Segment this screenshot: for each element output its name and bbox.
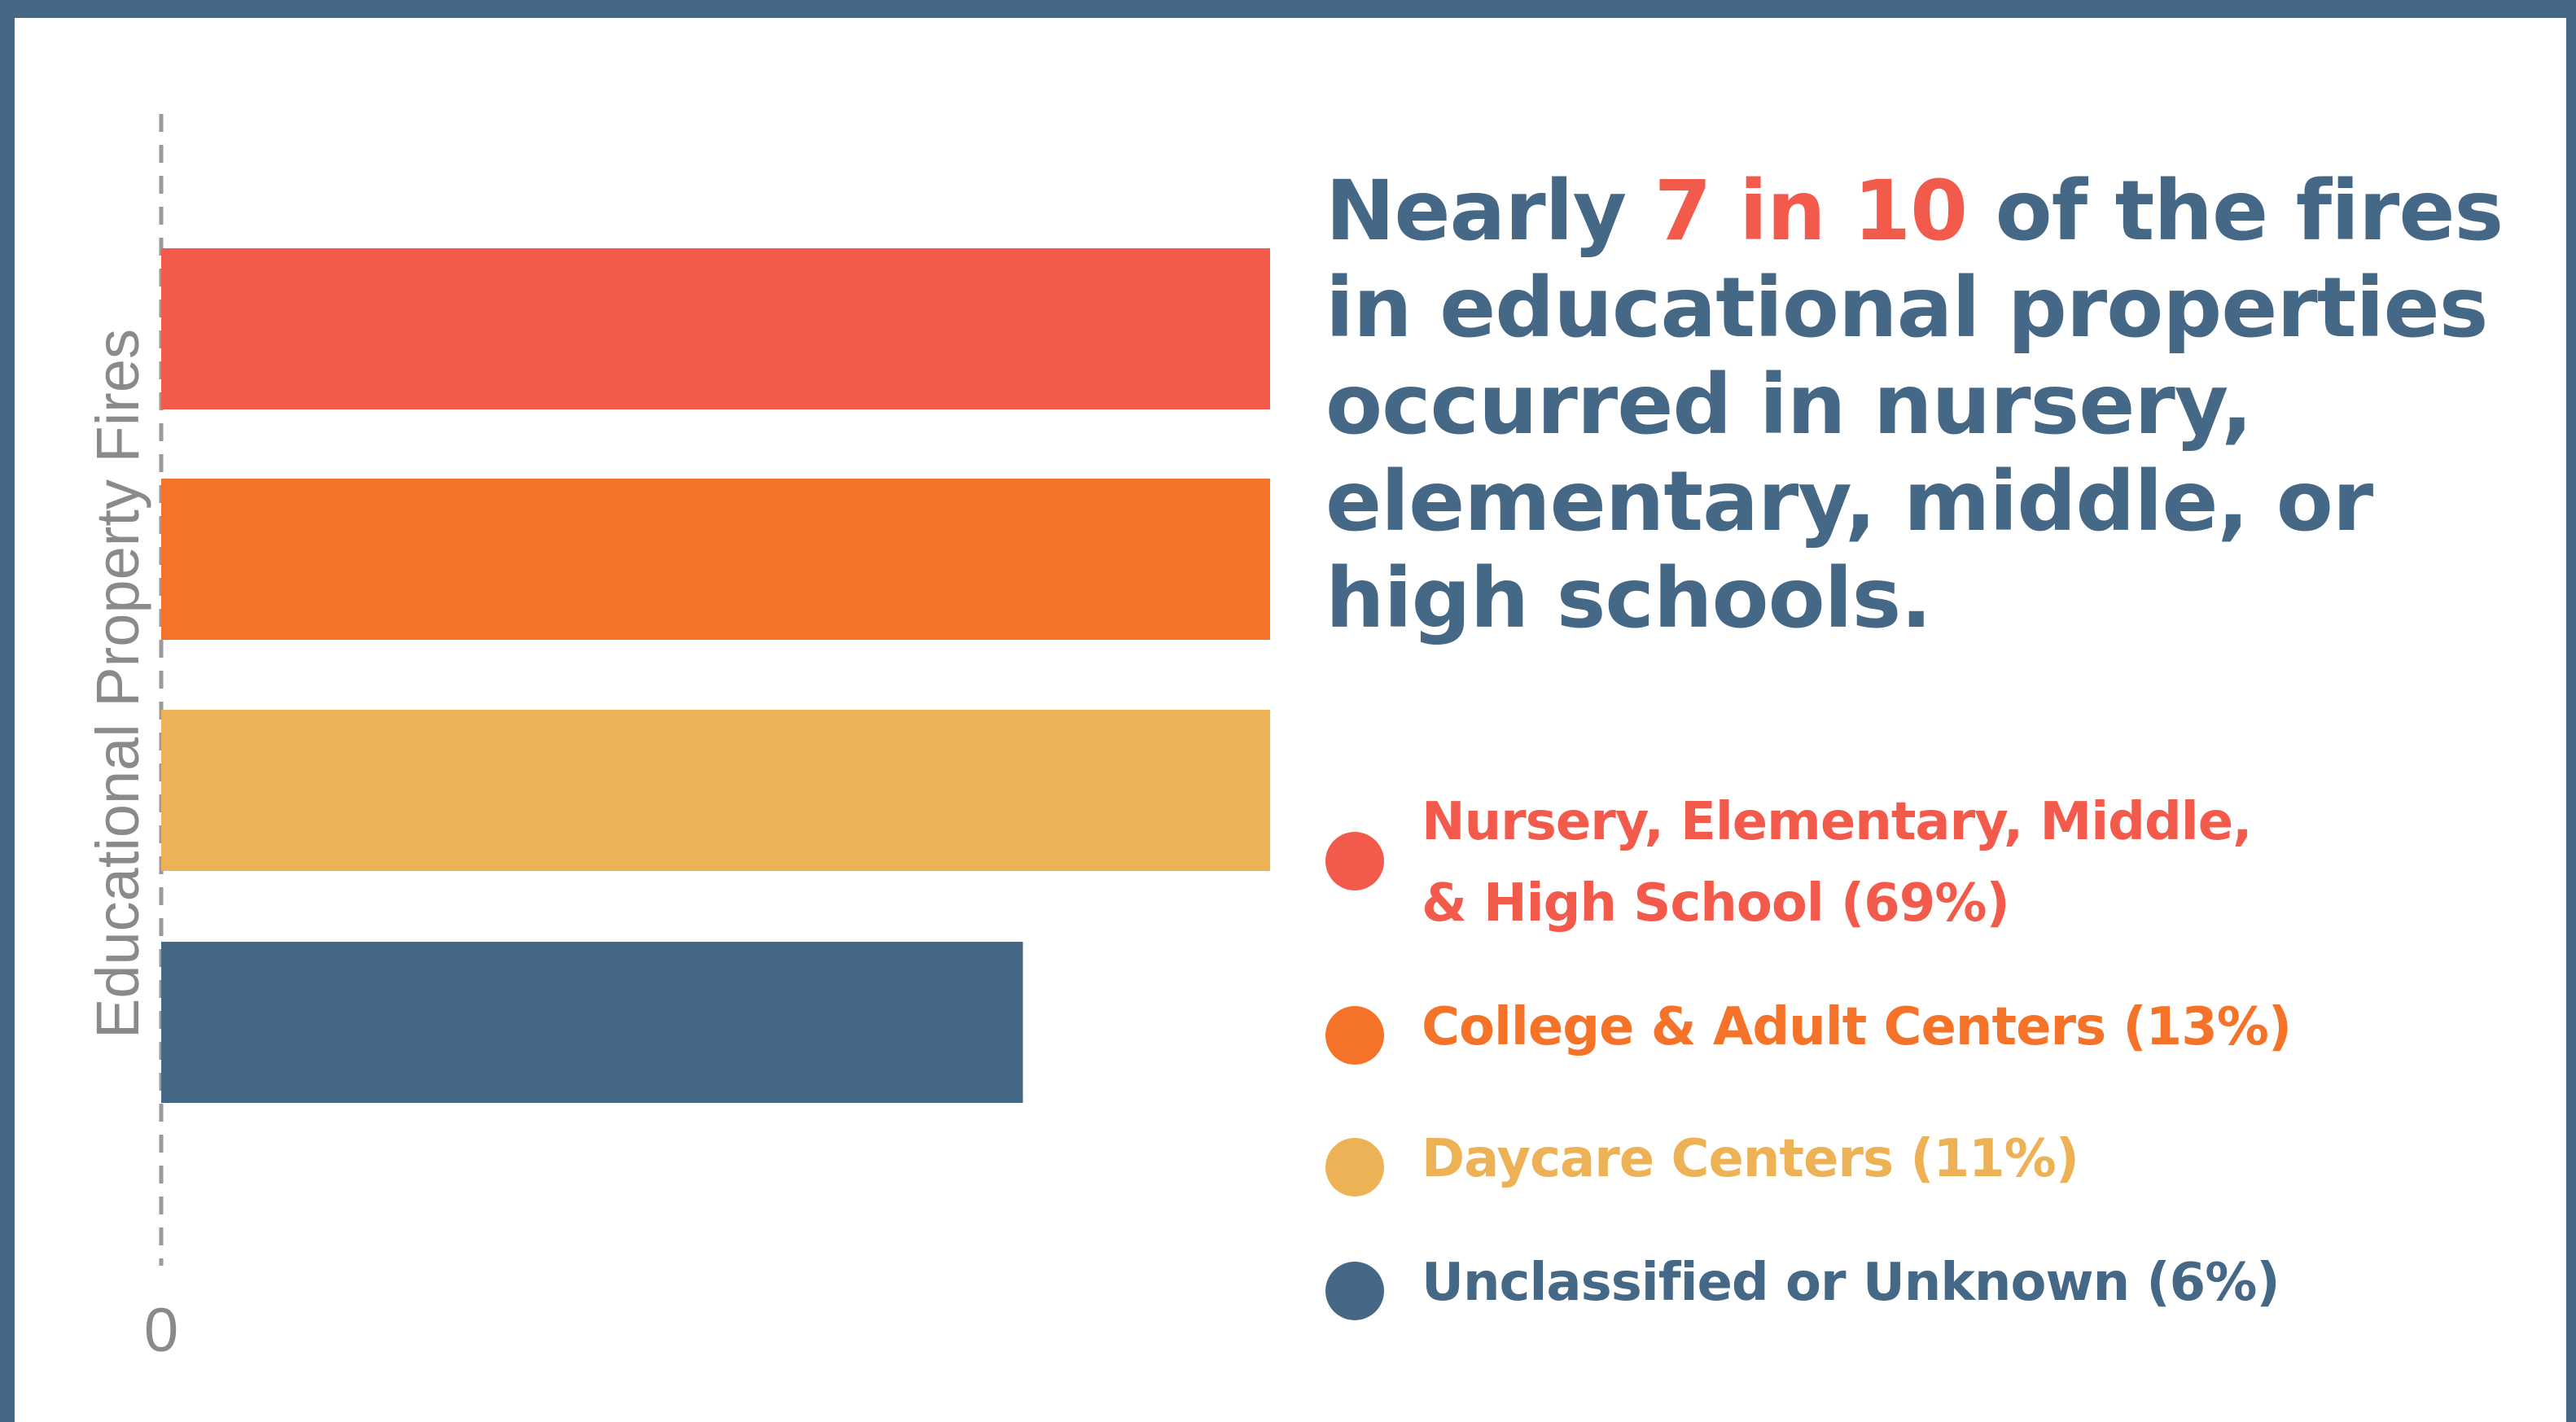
x-tick-labels: 010203040506070: [144, 1296, 178, 1365]
bar: [161, 710, 1270, 871]
legend-label: College & Adult Centers (13%): [1422, 997, 2292, 1057]
bar: [161, 479, 1270, 640]
legend-label: Daycare Centers (11%): [1422, 1129, 2079, 1189]
legend-swatch: [1325, 1138, 1384, 1197]
bar: [161, 942, 1023, 1103]
y-axis-label: Educational Property Fires: [84, 329, 151, 1039]
headline-highlight: 7 in 10: [1654, 163, 1969, 260]
bar-chart: 010203040506070 Educational Property Fir…: [84, 114, 1270, 1365]
legend-swatch: [1325, 1262, 1384, 1320]
headline-after: of the fires in educational properties o…: [1325, 163, 2504, 647]
bars: [161, 248, 1270, 1103]
bar: [161, 248, 1270, 409]
legend-label: Nursery, Elementary, Middle, & High Scho…: [1422, 792, 2252, 934]
legend-swatch: [1325, 832, 1384, 890]
legend-label: Unclassified or Unknown (6%): [1422, 1253, 2280, 1313]
x-tick-label: 0: [144, 1296, 178, 1365]
legend-swatch: [1325, 1006, 1384, 1065]
headline-before: Nearly: [1325, 163, 1654, 260]
headline: Nearly 7 in 10 of the fires in education…: [1325, 163, 2514, 647]
